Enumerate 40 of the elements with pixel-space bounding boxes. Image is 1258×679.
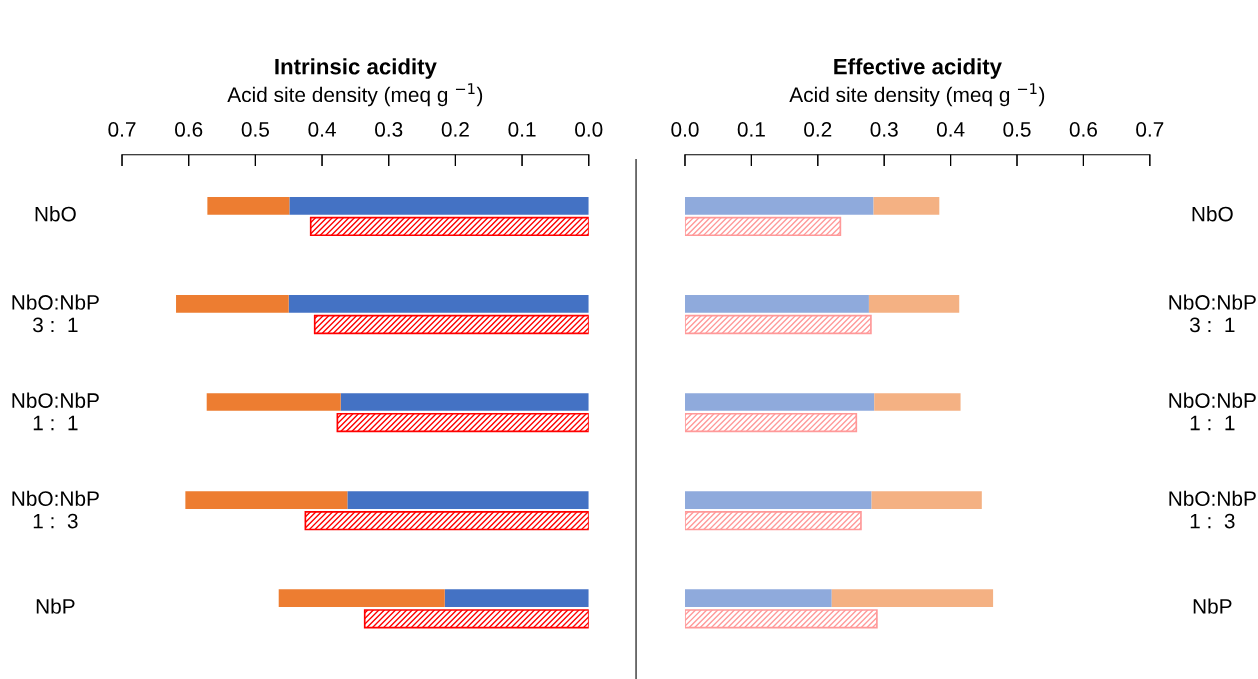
x-tick-label: 0.2 [804,122,832,137]
y-tick-label: NbO [35,206,76,222]
y-tick-label: NbO:NbP 3 : 1 [1169,294,1256,333]
x-tick-label: 0.0 [671,122,699,137]
x-tick-label: 0.3 [375,122,403,137]
y-tick-label: NbP [1193,598,1232,614]
y-tick-label: NbO:NbP 3 : 1 [12,294,99,333]
chart-title: Intrinsic acidity [275,58,437,79]
bar [868,295,960,313]
bar [874,393,961,411]
x-tick-label: 0.7 [1136,122,1164,137]
x-tick-label: 0.2 [441,122,469,137]
y-tick-label: NbO:NbP 1 : 3 [1169,490,1256,529]
x-tick-label: 0.5 [241,122,269,137]
y-tick-label: NbO [1192,206,1233,222]
y-tick-label: NbO:NbP 1 : 3 [12,490,99,529]
chart-title: Effective acidity [834,58,1002,79]
bar [831,589,994,608]
y-tick-label: NbO:NbP 1 : 1 [1169,392,1256,431]
y-tick-label: NbP [36,598,75,614]
bar [206,393,341,411]
x-tick-label: 0.0 [575,122,603,137]
x-tick-label: 0.3 [870,122,898,137]
bar [185,491,348,509]
bar [871,491,982,509]
x-tick-label: 0.7 [108,122,136,137]
x-axis-title: Acid site density (meq g $^{−1}$) [227,83,483,107]
x-tick-label: 0.1 [508,122,536,137]
x-axis-title: Acid site density (meq g $^{−1}$) [789,83,1045,107]
x-tick-label: 0.5 [1003,122,1031,137]
bar [207,196,290,215]
bar [873,196,940,215]
x-tick-label: 0.4 [308,122,336,137]
x-tick-label: 0.6 [175,122,203,137]
y-tick-label: NbO:NbP 1 : 1 [12,392,99,431]
bar [278,589,445,608]
bar [176,295,289,313]
x-tick-label: 0.1 [737,122,765,137]
x-tick-label: 0.4 [936,122,965,137]
x-tick-label: 0.6 [1069,122,1097,137]
